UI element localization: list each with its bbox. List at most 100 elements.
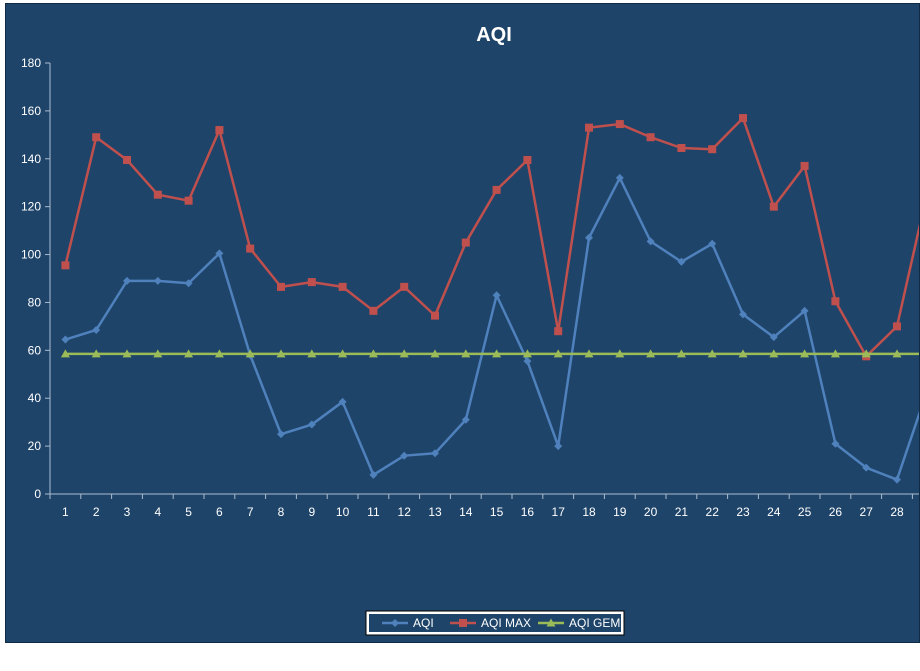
x-tick-label: 24 [767, 505, 781, 519]
y-tick-label: 140 [21, 152, 41, 166]
aqi-max-point [400, 282, 409, 291]
aqi-point [215, 249, 224, 258]
aqi-point [585, 233, 593, 242]
x-tick-label: 13 [428, 505, 442, 519]
y-tick-label: 0 [34, 487, 41, 501]
x-tick-label: 16 [521, 505, 535, 519]
aqi-point [153, 276, 162, 285]
x-tick-label: 25 [798, 505, 812, 519]
x-tick-label: 7 [247, 505, 254, 519]
x-tick-label: 10 [336, 505, 350, 519]
x-tick-label: 9 [308, 505, 315, 519]
x-tick-label: 12 [398, 505, 412, 519]
aqi-max-point [369, 306, 378, 315]
aqi-point [708, 239, 717, 248]
aqi-gem-point [553, 349, 563, 358]
x-tick-label: 14 [459, 505, 473, 519]
aqi-max-point [523, 155, 532, 164]
aqi-point [893, 475, 901, 484]
aqi-point [338, 397, 347, 406]
y-tick-label: 160 [21, 104, 41, 118]
x-tick-label: 19 [613, 505, 627, 519]
aqi-point [492, 291, 501, 300]
aqi-max-point [246, 244, 255, 253]
aqi-point [831, 439, 840, 448]
aqi-gem-point [861, 349, 871, 358]
aqi-gem-point [676, 349, 686, 358]
aqi-max-point [615, 120, 624, 129]
aqi-gem-point [430, 349, 440, 358]
aqi-gem-point [214, 349, 224, 358]
y-tick-label: 20 [28, 439, 42, 453]
aqi-gem-point [338, 349, 348, 358]
x-tick-label: 6 [216, 505, 223, 519]
aqi-point [615, 173, 624, 182]
x-tick-label: 20 [644, 505, 658, 519]
aqi-max-point [769, 202, 778, 211]
y-tick-label: 80 [28, 295, 42, 309]
aqi-point [800, 306, 809, 315]
x-tick-label: 2 [93, 505, 100, 519]
chart-title: AQI [476, 24, 512, 46]
aqi-max-point [277, 282, 285, 291]
aqi-point [554, 442, 563, 451]
legend-label: AQI MAX [481, 616, 531, 630]
aqi-point [400, 451, 409, 460]
aqi-gem-point [184, 349, 194, 358]
aqi-point [646, 237, 655, 246]
x-tick-label: 26 [829, 505, 843, 519]
aqi-max-point [893, 322, 901, 331]
aqi-gem-point [245, 349, 255, 358]
legend-inner [369, 614, 621, 632]
aqi-max-point [153, 190, 162, 199]
x-tick-label: 8 [278, 505, 285, 519]
aqi-gem-point [307, 349, 317, 358]
aqi-point [61, 335, 70, 344]
aqi-gem-point [830, 349, 840, 358]
aqi-max-point [461, 238, 470, 247]
aqi-gem-point [399, 349, 409, 358]
aqi-point [862, 463, 871, 472]
x-tick-label: 22 [706, 505, 720, 519]
aqi-max-point [215, 126, 224, 135]
aqi-max-point [61, 261, 70, 270]
aqi-gem-point [800, 349, 810, 358]
aqi-point [523, 357, 532, 366]
aqi-max-point [585, 123, 593, 132]
x-tick-label: 1 [62, 505, 69, 519]
aqi-gem-point [892, 349, 902, 358]
y-tick-label: 40 [28, 391, 42, 405]
x-tick-label: 15 [490, 505, 504, 519]
x-tick-label: 5 [185, 505, 192, 519]
aqi-gem-point [368, 349, 378, 358]
y-tick-label: 120 [21, 200, 41, 214]
aqi-max-point [92, 133, 101, 142]
legend-swatch-marker [546, 618, 556, 627]
aqi-gem-point [707, 349, 717, 358]
y-tick-label: 60 [28, 343, 42, 357]
aqi-max-point [831, 297, 840, 306]
x-tick-label: 11 [367, 505, 380, 519]
aqi-max-point [739, 114, 747, 123]
x-tick-label: 27 [860, 505, 874, 519]
aqi-gem-point [615, 349, 625, 358]
aqi-gem-point [153, 349, 163, 358]
aqi-max-point [677, 144, 686, 153]
series-aqi [61, 173, 919, 484]
aqi-gem-point [769, 349, 779, 358]
aqi-gem-point [60, 349, 70, 358]
aqi-max-point [307, 278, 316, 287]
x-tick-label: 17 [552, 505, 566, 519]
aqi-gem-point [461, 349, 471, 358]
x-tick-label: 21 [675, 505, 689, 519]
aqi-point [123, 276, 131, 285]
aqi-point [431, 449, 439, 458]
legend-swatch-marker [391, 619, 399, 627]
aqi-max-point [554, 327, 563, 336]
x-tick-label: 18 [582, 505, 596, 519]
legend: AQI AQI MAX AQI GEM [365, 610, 625, 636]
aqi-max-point [492, 185, 501, 194]
aqi-point [369, 470, 378, 479]
chart-area: AQI 0 20 40 60 80 100 120 140 160 180 1 2 3 4 5 6 7 8 9 10 1… [5, 3, 920, 643]
